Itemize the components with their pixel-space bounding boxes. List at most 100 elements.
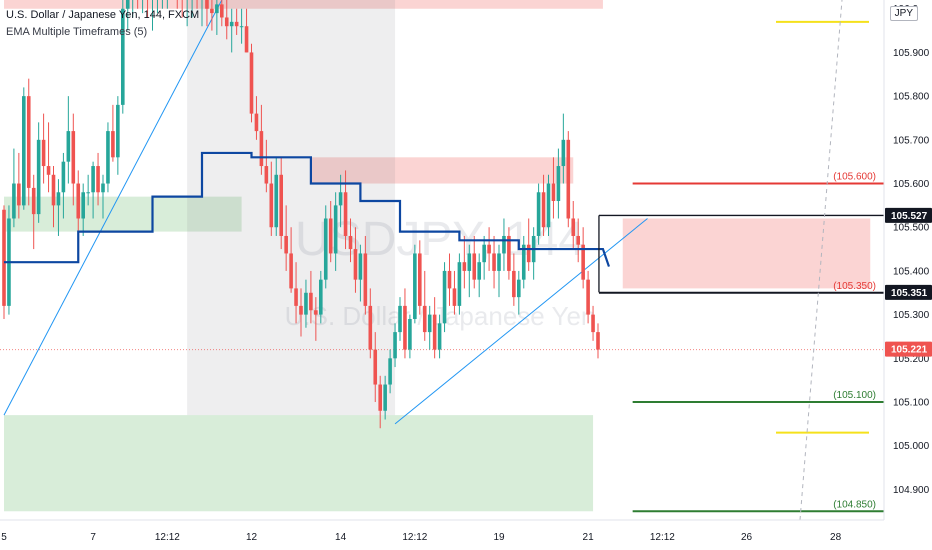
price-axis[interactable]: 104.900 105.000 105.100 105.200 105.300 105.4… — [883, 0, 932, 550]
candle-12 — [61, 152, 66, 219]
candle-body — [319, 279, 323, 315]
candle-body — [215, 4, 219, 14]
support-zone-3 — [4, 196, 242, 232]
candle-body — [86, 192, 90, 194]
candle-54 — [269, 161, 274, 236]
candle-51 — [254, 96, 259, 140]
candle-body — [304, 292, 308, 315]
candle-body — [536, 192, 541, 236]
candle-90 — [447, 253, 452, 306]
candle-92 — [457, 253, 462, 315]
candle-body — [279, 174, 283, 236]
candle-body — [586, 279, 590, 315]
candle-2 — [12, 148, 16, 228]
candle-body — [61, 161, 66, 193]
candle-24 — [121, 0, 125, 114]
price-badge-label: 105.351 — [891, 288, 928, 299]
currency-button[interactable]: JPY — [889, 6, 918, 21]
candle-body — [314, 310, 318, 315]
candle-body — [482, 244, 486, 263]
candle-4 — [22, 87, 26, 210]
indicator-legend[interactable]: EMA Multiple Timeframes (5) — [6, 26, 148, 38]
candle-103 — [512, 253, 516, 306]
time-tick-label: 12:12 — [155, 532, 180, 543]
candle-body — [26, 96, 31, 188]
candle-53 — [264, 139, 269, 193]
candle-18 — [91, 161, 95, 219]
candle-116 — [576, 218, 580, 263]
candle-body — [487, 244, 491, 254]
price-tick-label: 105.200 — [893, 354, 930, 365]
candle-body — [333, 205, 338, 254]
candle-body — [368, 305, 373, 350]
candle-32 — [161, 0, 163, 9]
candle-95 — [472, 235, 477, 289]
candle-64 — [319, 270, 323, 324]
candle-91 — [452, 270, 457, 315]
candle-body — [229, 21, 234, 27]
candle-112 — [556, 148, 561, 219]
candle-113 — [561, 113, 566, 184]
candle-76 — [378, 375, 382, 429]
candle-104 — [517, 270, 521, 315]
resistance-zone-2 — [622, 218, 871, 289]
candle-61 — [304, 279, 308, 328]
candle-70 — [348, 218, 353, 263]
candle-88 — [437, 314, 442, 359]
ema-layer — [4, 151, 610, 267]
candle-body — [581, 244, 585, 280]
candle-35 — [176, 0, 178, 9]
candle-body — [452, 288, 457, 306]
candle-114 — [566, 131, 571, 228]
candle-body — [289, 253, 293, 289]
candle-50 — [249, 43, 254, 123]
resistance-zone-0 — [4, 0, 603, 9]
candle-57 — [284, 205, 288, 271]
resistance-zone-1 — [310, 157, 574, 184]
candle-body — [328, 218, 333, 254]
price-badge-1: 105.351 — [885, 284, 932, 300]
price-tick-label: 104.900 — [893, 485, 930, 496]
candle-body — [348, 235, 353, 250]
candle-106 — [526, 218, 531, 271]
candle-120 — [596, 323, 600, 359]
projection-line — [799, 0, 843, 521]
candle-body — [17, 183, 21, 206]
zones-layer — [4, 0, 871, 512]
candle-25 — [125, 0, 130, 31]
candle-body — [264, 166, 269, 184]
price-tick-label: 105.900 — [893, 48, 930, 59]
candle-19 — [96, 152, 100, 206]
candle-body — [403, 305, 407, 350]
candle-body — [422, 305, 427, 333]
candle-22 — [111, 104, 115, 162]
candle-80 — [398, 297, 402, 341]
candle-7 — [36, 122, 41, 223]
candle-1 — [7, 205, 11, 315]
price-badge-bg — [885, 341, 932, 357]
candle-30 — [152, 0, 153, 31]
trendlines-layer — [3, 0, 648, 425]
candle-body — [457, 262, 462, 306]
time-axis[interactable]: 5 7 12:12 12 14 12:12 19 21 12:12 26 28 — [0, 519, 884, 543]
candle-body — [556, 166, 561, 202]
candle-body — [373, 349, 378, 385]
candle-75 — [373, 332, 378, 403]
candle-47 — [234, 8, 239, 35]
symbol-title: U.S. Dollar / Japanese Yen, 144, FXCM — [6, 9, 200, 21]
candle-48 — [239, 8, 244, 44]
candle-60 — [299, 288, 303, 337]
price-tick-label: 105.800 — [893, 92, 930, 103]
candle-96 — [477, 253, 481, 298]
price-tick-label: 105.000 — [893, 441, 930, 452]
candle-66 — [328, 201, 333, 263]
candle-26 — [132, 0, 134, 18]
ema-step-line — [4, 151, 610, 267]
candle-body — [299, 305, 303, 315]
candle-86 — [427, 305, 432, 350]
candle-93 — [462, 235, 467, 289]
candle-73 — [363, 235, 368, 315]
candle-body — [383, 384, 387, 411]
candle-117 — [581, 227, 585, 289]
